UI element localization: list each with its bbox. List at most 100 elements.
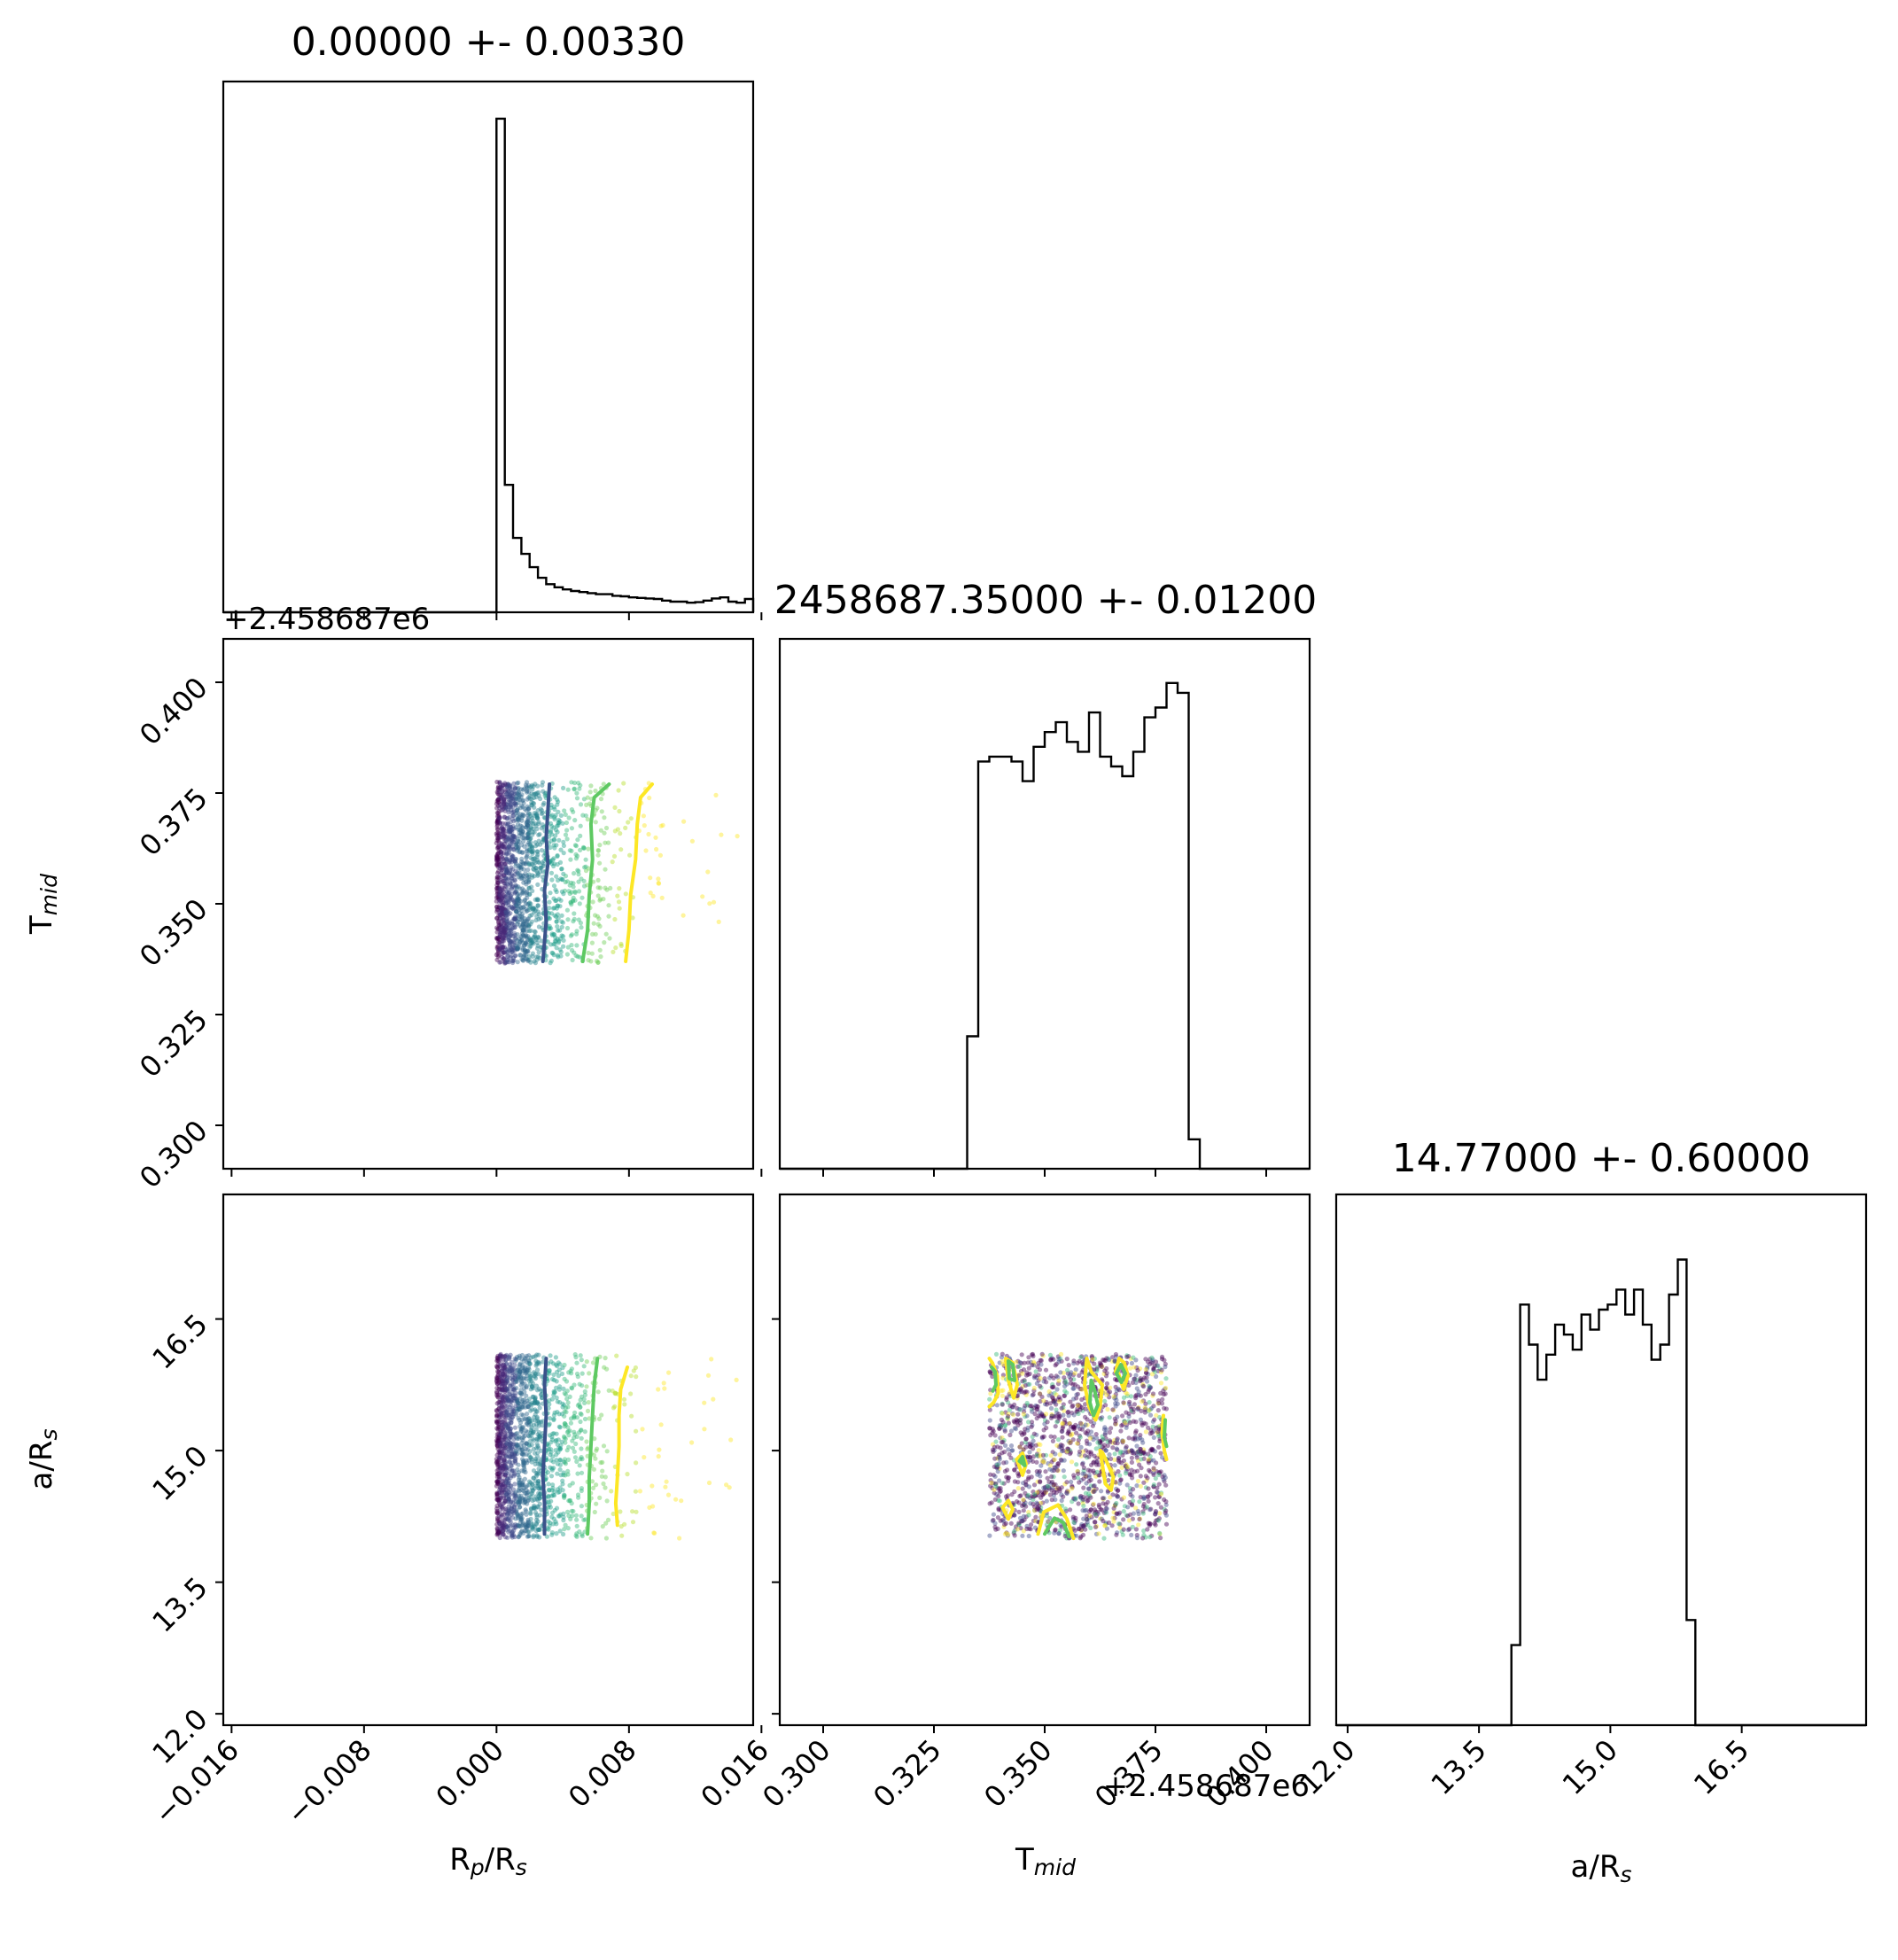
scatter-point <box>576 872 581 877</box>
scatter-point <box>504 783 510 789</box>
scatter-point <box>651 1530 657 1536</box>
scatter-point <box>1113 1351 1118 1357</box>
scatter-point <box>503 1488 509 1493</box>
scatter-point <box>1111 1394 1116 1399</box>
scatter-point <box>502 789 508 795</box>
scatter-point <box>1034 1381 1039 1386</box>
scatter-point <box>528 855 533 860</box>
scatter-point <box>547 916 553 922</box>
scatter-point <box>503 871 510 876</box>
scatter-point <box>521 958 526 963</box>
scatter-point <box>511 839 517 845</box>
scatter-point <box>502 833 507 839</box>
scatter-point <box>1012 1426 1017 1431</box>
scatter-point <box>506 1529 511 1535</box>
scatter-point <box>572 1410 578 1415</box>
scatter-point <box>538 806 543 812</box>
scatter-point <box>508 801 513 806</box>
scatter-point <box>549 932 555 937</box>
scatter-point <box>533 1510 539 1515</box>
scatter-point <box>1130 1436 1136 1442</box>
scatter-point <box>1105 1406 1110 1412</box>
scatter-point <box>1047 1463 1053 1468</box>
scatter-point <box>548 958 555 963</box>
scatter-point <box>501 800 506 805</box>
scatter-point <box>503 821 509 827</box>
scatter-point <box>495 1517 501 1522</box>
scatter-point <box>529 797 534 802</box>
scatter-point <box>530 875 535 880</box>
scatter-point <box>1033 1443 1038 1448</box>
scatter-point <box>1141 1496 1147 1501</box>
scatter-point <box>530 940 535 945</box>
scatter-point <box>595 885 601 891</box>
scatter-point <box>541 789 546 794</box>
scatter-point <box>595 848 602 853</box>
scatter-point <box>525 957 531 962</box>
scatter-point <box>534 914 540 919</box>
scatter-point <box>580 844 587 851</box>
scatter-point <box>509 796 514 801</box>
scatter-point <box>500 856 505 862</box>
scatter-point <box>501 889 507 894</box>
scatter-point <box>527 937 533 943</box>
scatter-point <box>506 805 512 810</box>
scatter-point <box>510 858 516 863</box>
scatter-point <box>569 1366 575 1372</box>
scatter-point <box>515 816 521 821</box>
scatter-point <box>728 1437 734 1443</box>
scatter-point <box>498 945 503 950</box>
scatter-point <box>526 929 533 934</box>
scatter-point <box>1032 1373 1038 1379</box>
scatter-point <box>1134 1483 1140 1489</box>
scatter-point <box>1102 1523 1108 1528</box>
scatter-point <box>1066 1409 1071 1414</box>
scatter-point <box>528 922 533 927</box>
scatter-point <box>506 825 512 830</box>
scatter-point <box>494 1419 500 1424</box>
scatter-point <box>506 875 511 881</box>
scatter-point <box>547 906 552 911</box>
scatter-point <box>501 902 506 907</box>
scatter-point <box>508 824 513 829</box>
scatter-point <box>534 842 541 847</box>
scatter-point <box>602 940 607 945</box>
scatter-point <box>1163 1376 1169 1381</box>
scatter-point <box>1011 1412 1016 1418</box>
scatter-point <box>1091 1501 1096 1506</box>
scatter-point <box>1137 1499 1142 1505</box>
scatter-point <box>621 1396 627 1402</box>
scatter-point <box>579 1357 584 1363</box>
scatter-point <box>513 915 518 921</box>
scatter-point <box>541 802 546 807</box>
scatter-point <box>597 898 603 903</box>
scatter-point <box>513 842 518 847</box>
scatter-point <box>1025 1360 1031 1365</box>
scatter-point <box>598 954 603 960</box>
scatter-point <box>1008 1521 1014 1526</box>
scatter-point <box>520 890 525 895</box>
scatter-point <box>1008 1443 1015 1449</box>
scatter-point <box>579 1470 585 1475</box>
scatter-point <box>525 948 531 953</box>
contour-line <box>541 1357 548 1536</box>
scatter-point <box>1147 1491 1153 1497</box>
scatter-point <box>525 835 531 841</box>
scatter-point <box>578 823 583 828</box>
scatter-point <box>500 855 506 860</box>
scatter-point <box>496 905 502 910</box>
scatter-point <box>1055 1437 1062 1443</box>
scatter-point <box>1114 1532 1119 1537</box>
scatter-point <box>494 875 501 880</box>
scatter-point <box>496 862 502 867</box>
scatter-point <box>1076 1501 1081 1506</box>
scatter-point <box>647 795 652 801</box>
scatter-point <box>499 861 504 867</box>
scatter-point <box>531 795 537 801</box>
scatter-point <box>525 831 531 837</box>
scatter-point <box>548 1353 553 1358</box>
scatter-point <box>501 782 506 788</box>
scatter-point <box>548 1474 555 1479</box>
scatter-point <box>1160 1455 1165 1460</box>
scatter-point <box>523 901 529 906</box>
